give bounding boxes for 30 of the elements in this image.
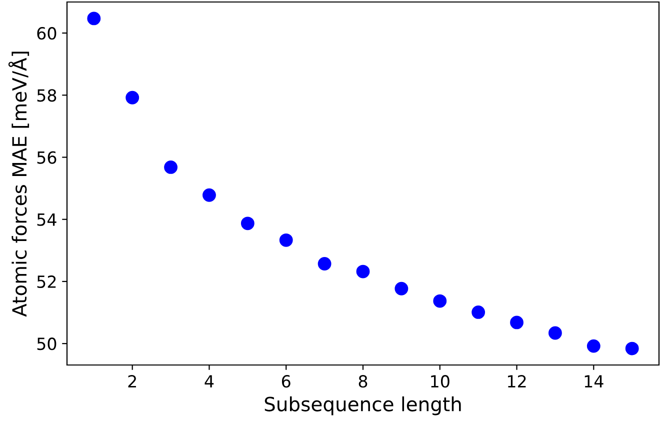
point: [394, 282, 408, 296]
y-axis-title: Atomic forces MAE [meV/Å]: [8, 52, 30, 317]
y-tick-label: 56: [37, 151, 56, 164]
point: [625, 342, 639, 356]
y-tick-label: 52: [37, 275, 56, 288]
point: [586, 339, 600, 353]
x-tick-label: 14: [584, 375, 604, 388]
y-tick-label: 60: [37, 27, 56, 40]
x-tick-label: 2: [128, 375, 136, 388]
point: [279, 233, 293, 247]
point: [202, 188, 216, 202]
y-tick-label: 50: [37, 338, 56, 350]
point: [356, 264, 370, 278]
point: [433, 294, 447, 308]
point: [126, 90, 140, 104]
point: [510, 316, 524, 330]
y-tick-label: 58: [37, 89, 56, 102]
x-tick-label: 12: [508, 375, 526, 388]
y-tick-label: 54: [37, 214, 56, 226]
point: [87, 12, 101, 26]
x-tick-label: 10: [431, 375, 450, 388]
point: [472, 306, 486, 319]
x-tick-label: 4: [204, 375, 214, 388]
point: [548, 326, 562, 340]
x-axis-title: Subsequence length: [264, 396, 461, 416]
point: [318, 257, 332, 270]
point: [164, 160, 178, 174]
x-tick-label: 8: [358, 375, 368, 388]
point: [240, 216, 254, 230]
x-tick-label: 6: [282, 375, 290, 388]
